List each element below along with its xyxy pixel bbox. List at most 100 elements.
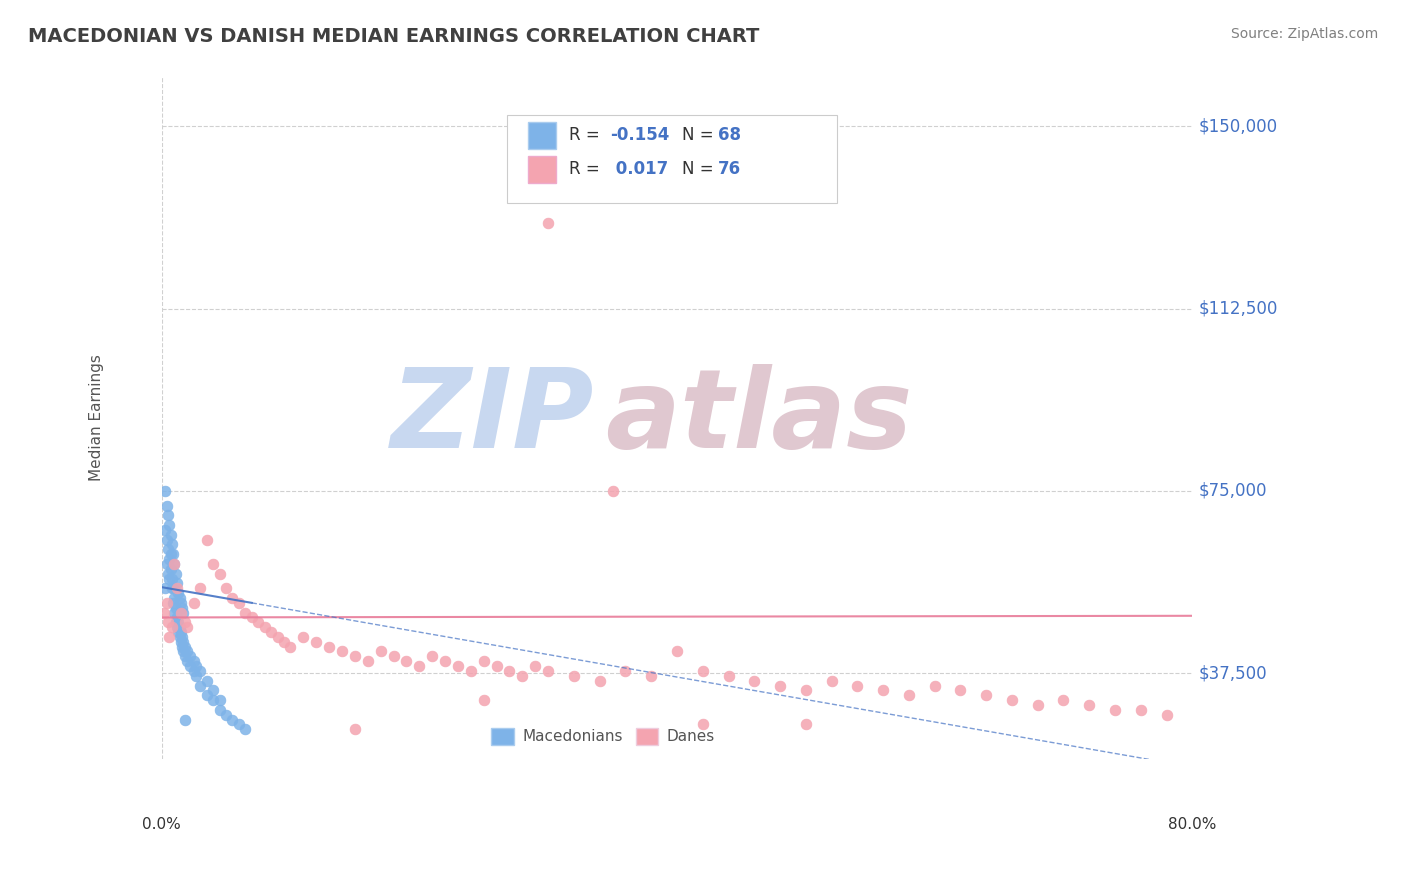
Point (170, 596, 193, 610)
Point (157, 566, 180, 581)
Point (166, 620, 188, 634)
Point (188, 679, 211, 693)
Text: $150,000: $150,000 (1199, 117, 1278, 135)
Point (924, 679, 946, 693)
Point (188, 664, 211, 678)
Point (179, 659, 201, 673)
Point (266, 630, 288, 644)
Text: $37,500: $37,500 (1199, 665, 1267, 682)
Point (156, 596, 179, 610)
Point (524, 659, 547, 673)
Point (215, 707, 238, 722)
Point (614, 664, 637, 678)
Point (157, 572, 180, 586)
Point (156, 557, 179, 571)
Point (537, 216, 560, 230)
Point (221, 713, 243, 727)
Point (1104, 703, 1126, 717)
Point (176, 620, 198, 634)
Point (202, 557, 225, 571)
Text: N =: N = (682, 161, 718, 178)
Text: 80.0%: 80.0% (1168, 817, 1216, 832)
Point (692, 664, 714, 678)
Point (163, 591, 186, 605)
Point (167, 615, 190, 630)
Point (382, 649, 405, 664)
Point (202, 683, 225, 698)
Point (208, 566, 231, 581)
Point (195, 673, 218, 688)
Point (434, 654, 457, 668)
Point (240, 610, 263, 624)
Point (742, 673, 765, 688)
Point (357, 654, 380, 668)
Point (318, 640, 340, 654)
Point (173, 713, 195, 727)
Point (165, 566, 187, 581)
Text: R =: R = (569, 161, 605, 178)
Point (472, 654, 495, 668)
Point (343, 723, 366, 737)
Point (176, 654, 198, 668)
Text: R =: R = (569, 127, 605, 145)
FancyBboxPatch shape (636, 728, 658, 745)
Point (170, 625, 193, 640)
Point (173, 640, 195, 654)
Point (173, 634, 195, 648)
Point (202, 693, 225, 707)
Point (460, 664, 482, 678)
Point (588, 673, 610, 688)
Point (156, 499, 179, 513)
Point (155, 581, 177, 595)
Text: 0.017: 0.017 (610, 161, 668, 178)
Point (159, 527, 181, 541)
Point (162, 547, 184, 561)
Text: N =: N = (682, 127, 718, 145)
FancyBboxPatch shape (527, 121, 557, 149)
Point (165, 600, 187, 615)
Point (233, 723, 256, 737)
Point (498, 664, 520, 678)
Point (157, 518, 180, 533)
Point (160, 581, 183, 595)
Point (1078, 698, 1101, 712)
Point (157, 508, 180, 523)
Point (166, 581, 188, 595)
Point (512, 669, 534, 683)
Point (172, 630, 194, 644)
Text: Source: ZipAtlas.com: Source: ZipAtlas.com (1230, 27, 1378, 41)
Point (602, 483, 624, 498)
Point (173, 649, 195, 664)
Point (1052, 693, 1074, 707)
Point (1129, 703, 1152, 717)
Point (253, 620, 276, 634)
Point (1156, 707, 1178, 722)
Point (208, 693, 231, 707)
Point (160, 620, 183, 634)
Point (949, 683, 972, 698)
Point (183, 654, 205, 668)
Point (472, 693, 495, 707)
Point (846, 679, 869, 693)
Point (370, 644, 392, 658)
Point (447, 659, 470, 673)
Point (208, 703, 231, 717)
Point (183, 596, 205, 610)
Point (188, 581, 211, 595)
Point (794, 717, 817, 731)
FancyBboxPatch shape (527, 156, 557, 183)
Text: -0.154: -0.154 (610, 127, 669, 145)
Point (170, 606, 193, 620)
Point (155, 523, 177, 537)
Point (159, 562, 181, 576)
Point (160, 537, 183, 551)
Point (173, 615, 195, 630)
Point (176, 644, 198, 658)
Text: ZIP: ZIP (391, 365, 595, 472)
Point (769, 679, 792, 693)
Point (640, 669, 662, 683)
Text: 0.0%: 0.0% (142, 817, 181, 832)
Text: 68: 68 (718, 127, 741, 145)
Point (163, 557, 186, 571)
Point (408, 659, 430, 673)
